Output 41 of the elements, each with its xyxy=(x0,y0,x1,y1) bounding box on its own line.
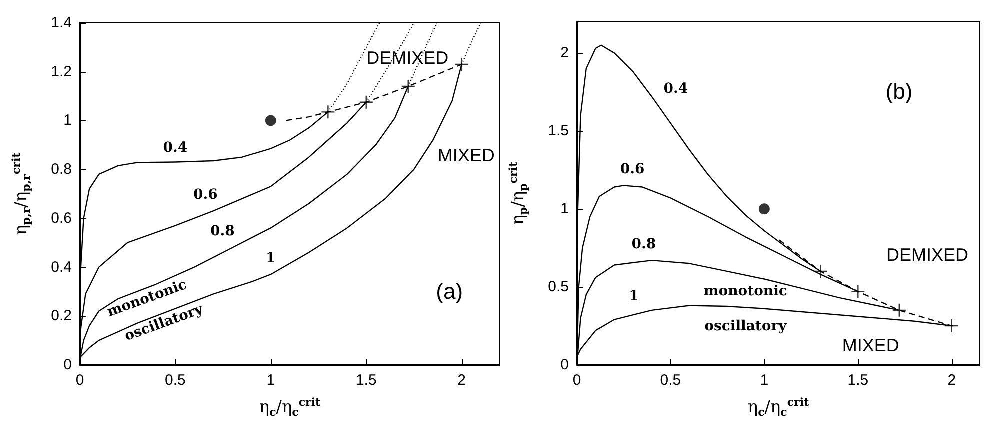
y-tick-label: 0.8 xyxy=(51,161,72,178)
series-label: 0.8 xyxy=(210,224,235,240)
series-label: 0.4 xyxy=(163,140,188,156)
y-tick-label: 0 xyxy=(560,356,569,374)
y-axis-title: ηp/ηpcrit xyxy=(507,160,530,226)
x-tick-label: 2 xyxy=(948,372,956,389)
x-tick-label: 1 xyxy=(760,372,769,389)
y-tick-label: 2 xyxy=(560,44,569,62)
annotation: oscillatory xyxy=(704,318,788,334)
x-tick-label: 0 xyxy=(572,372,582,389)
y-tick-label: 1.5 xyxy=(548,122,569,140)
annotation: (b) xyxy=(886,79,913,104)
y-tick-label: 0.5 xyxy=(548,278,569,296)
x-tick-label: 1.5 xyxy=(848,372,869,389)
annotation: MIXED xyxy=(842,336,900,356)
annotation: DEMIXED xyxy=(366,48,449,68)
series-label: 0.6 xyxy=(193,187,218,204)
y-tick-label: 1 xyxy=(64,112,72,130)
y-tick-label: 1 xyxy=(560,200,569,218)
series-label: 0.4 xyxy=(664,80,688,97)
series-label: 0.6 xyxy=(620,161,645,178)
series-label: 1 xyxy=(629,288,639,304)
x-tick-label: 0 xyxy=(76,372,84,389)
y-tick-label: 1.2 xyxy=(51,63,72,80)
x-tick-label: 0.5 xyxy=(165,372,186,389)
annotation: DEMIXED xyxy=(886,245,968,266)
annotation: monotonic xyxy=(704,284,788,300)
y-tick-label: 0.6 xyxy=(51,210,72,227)
x-tick-label: 1 xyxy=(266,372,276,389)
x-tick-label: 2 xyxy=(458,372,466,389)
y-tick-label: 0 xyxy=(64,356,72,374)
y-tick-label: 0.2 xyxy=(51,308,72,325)
x-tick-label: 0.5 xyxy=(660,372,682,389)
y-axis-title: ηp,r/ηp,rcrit xyxy=(10,152,33,236)
series-label: 0.8 xyxy=(632,236,656,253)
series-label: 1 xyxy=(266,250,276,267)
x-tick-label: 1.5 xyxy=(356,372,377,389)
annotation: (a) xyxy=(436,279,464,304)
y-tick-label: 0.4 xyxy=(51,258,72,276)
annotation: MIXED xyxy=(438,146,495,166)
y-tick-label: 1.4 xyxy=(51,14,72,32)
